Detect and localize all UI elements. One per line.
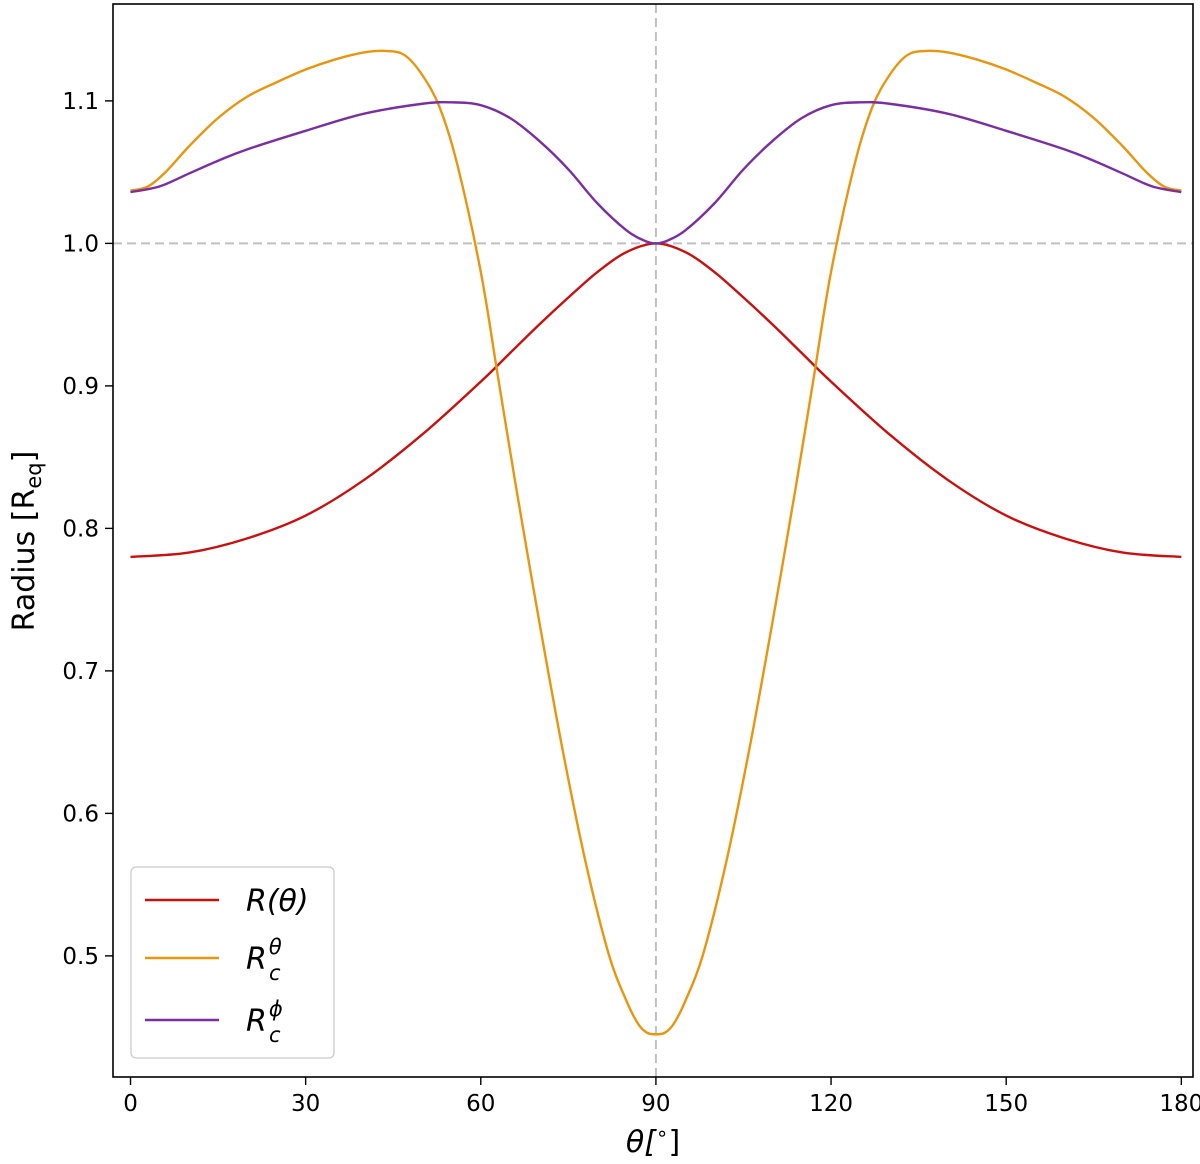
y-axis-title: Radius [Req] <box>7 451 46 632</box>
x-tick-label: 60 <box>466 1091 495 1117</box>
x-axis-title: θ[∘] <box>626 1121 680 1160</box>
x-tick-label: 30 <box>291 1091 320 1117</box>
y-tick-label: 0.8 <box>62 516 99 542</box>
x-tick-label: 150 <box>984 1091 1028 1117</box>
y-tick-label: 1.1 <box>62 89 99 115</box>
legend-label: Rϕ c <box>246 997 283 1047</box>
series-layer <box>130 49 1182 1036</box>
y-tick-label: 0.7 <box>62 659 99 685</box>
series-line-rc-theta <box>130 49 1182 1036</box>
x-tick-label: 0 <box>123 1091 138 1117</box>
x-tick-label: 120 <box>809 1091 853 1117</box>
y-tick-label: 0.6 <box>62 801 99 827</box>
x-tick-label: 180 <box>1159 1091 1200 1117</box>
y-tick-label: 0.5 <box>62 944 99 970</box>
legend: R(θ) Rθ c Rϕ c <box>130 866 335 1059</box>
x-tick-label: 90 <box>641 1091 670 1117</box>
x-axis: 0 30 60 90 120 150 180 <box>123 1077 1200 1117</box>
plot-frame <box>112 3 1194 1078</box>
legend-label: R(θ) <box>246 884 309 919</box>
y-axis: 0.5 0.6 0.7 0.8 0.9 1.0 1.1 <box>62 89 113 970</box>
legend-box <box>130 866 335 1059</box>
y-tick-label: 0.9 <box>62 374 99 400</box>
legend-label: Rθ c <box>246 935 282 985</box>
series-line-rc-phi <box>130 100 1182 245</box>
y-tick-label: 1.0 <box>62 231 99 257</box>
